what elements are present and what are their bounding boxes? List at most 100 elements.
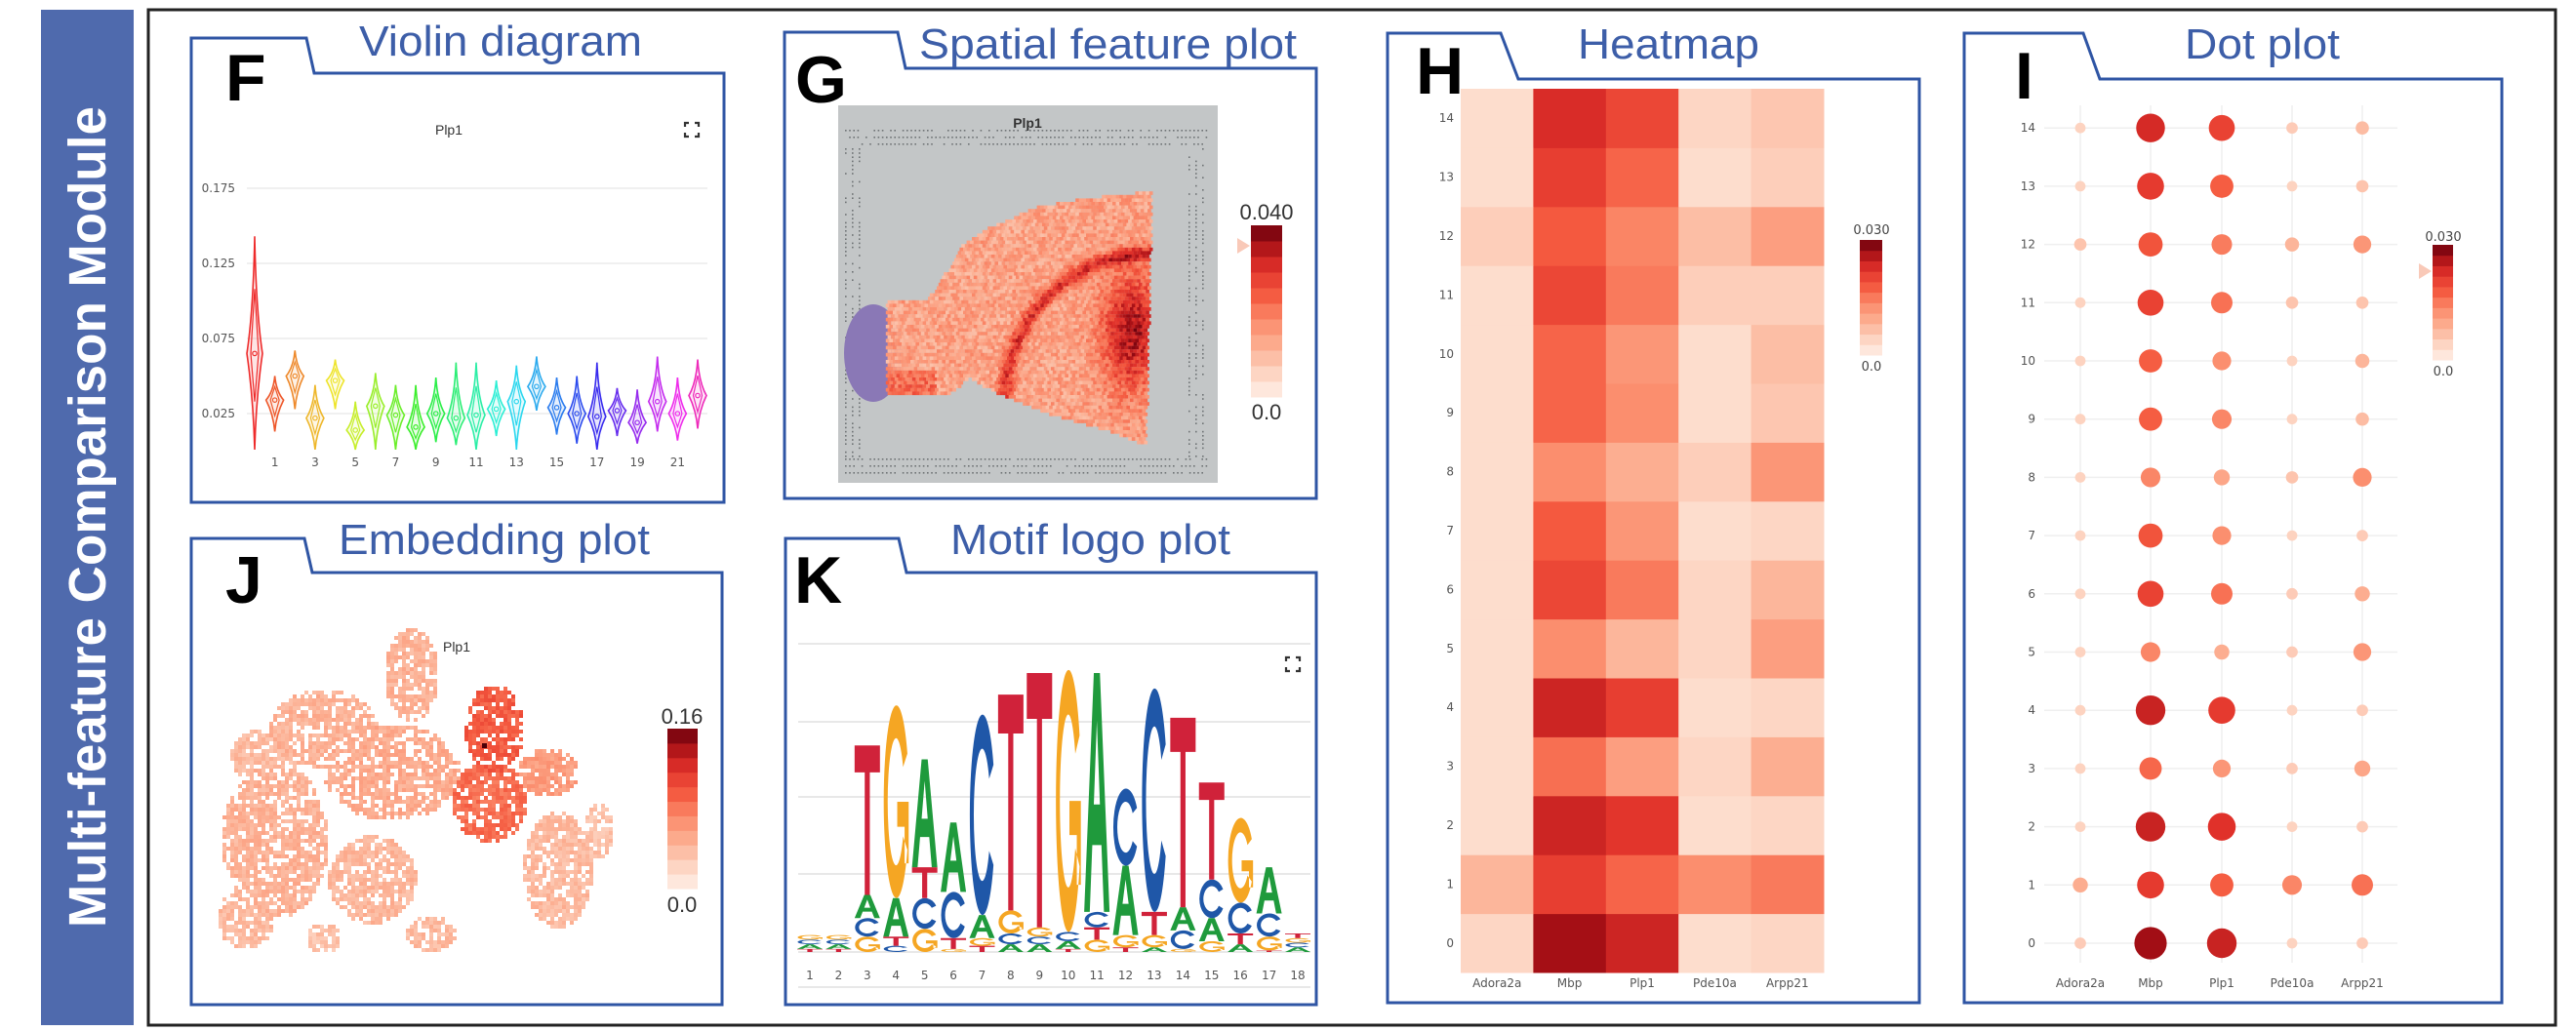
- heatmap-cell: [1605, 500, 1679, 561]
- heatmap-cell: [1678, 265, 1752, 326]
- colorbar-step: [2433, 328, 2453, 340]
- column-label: Pde10a: [2271, 976, 2314, 990]
- dot: [2139, 349, 2162, 373]
- colorbar-step: [667, 874, 698, 890]
- heatmap-cell: [1605, 854, 1679, 915]
- dot: [2212, 759, 2232, 778]
- colorbar-step: [1251, 225, 1282, 242]
- colorbar-step: [667, 815, 698, 831]
- x-tick-label: 9: [1035, 969, 1043, 982]
- logo-letter-g: [941, 948, 967, 952]
- violin: [486, 380, 506, 437]
- logo-letter-t: [997, 694, 1024, 911]
- heatmap-cell: [1461, 678, 1534, 737]
- colorbar-min-label: 0.0: [1252, 400, 1282, 424]
- dot: [2074, 297, 2086, 308]
- column-label: Adora2a: [2056, 976, 2105, 990]
- heatmap-cell: [1678, 89, 1752, 148]
- heatmap-cell: [1751, 206, 1825, 266]
- colorbar: 0.16 0.0: [662, 704, 704, 917]
- row-label: 0: [2028, 936, 2035, 950]
- heatmap-cell: [1533, 736, 1607, 797]
- violin: [385, 384, 406, 451]
- row-label: 2: [1446, 818, 1454, 832]
- logo-stack: [1141, 688, 1167, 952]
- panel-letter: I: [2015, 39, 2033, 113]
- heatmap-cell: [1533, 383, 1607, 443]
- heatmap-cell: [1751, 265, 1825, 326]
- colorbar-marker[interactable]: [2419, 263, 2432, 279]
- colorbar-step: [1251, 381, 1282, 398]
- panel-title: Violin diagram: [359, 18, 642, 65]
- logo-letter-t: [825, 948, 852, 952]
- colorbar-step: [2433, 307, 2453, 319]
- dot: [2207, 813, 2236, 841]
- dot: [2074, 414, 2086, 425]
- x-tick-label: 3: [864, 969, 871, 982]
- panel-letter: H: [1416, 34, 1464, 108]
- column-label: Mbp: [1557, 976, 1583, 990]
- heatmap-cell: [1751, 500, 1825, 561]
- heatmap-cell: [1461, 324, 1534, 384]
- logo-letter-c: [825, 939, 851, 945]
- logo-letter-g: [1285, 937, 1310, 943]
- dot: [2138, 523, 2163, 548]
- row-label: 13: [1439, 171, 1454, 184]
- colorbar-step: [1251, 272, 1282, 289]
- heatmap-cell: [1461, 383, 1534, 443]
- violin: [506, 365, 527, 451]
- heatmap-cell: [1678, 500, 1752, 561]
- heatmap-cell: [1533, 795, 1607, 855]
- dot: [2286, 414, 2298, 425]
- row-label: 9: [1446, 406, 1454, 419]
- logo-stack: [1285, 933, 1310, 952]
- logo-letter-a: [1055, 940, 1081, 949]
- logo-letter-t: [797, 948, 823, 952]
- colorbar-max-label: 0.030: [2425, 230, 2461, 245]
- logo-letter-t: [1084, 927, 1110, 940]
- logo-letter-a: [825, 944, 852, 949]
- logo-letter-g: [1084, 939, 1110, 952]
- dot: [2206, 928, 2237, 959]
- dot: [2284, 237, 2300, 252]
- logo-letter-c: [1112, 788, 1138, 866]
- logo-letter-g: [1257, 936, 1282, 951]
- logo-letter-g: [883, 705, 909, 898]
- colorbar-marker[interactable]: [1237, 238, 1250, 254]
- heatmap-cell: [1533, 500, 1607, 561]
- logo-letter-a: [1026, 944, 1053, 952]
- colorbar-step: [2433, 286, 2453, 298]
- dot: [2210, 873, 2234, 897]
- dot: [2286, 821, 2298, 832]
- logo-stack: [969, 714, 995, 952]
- row-label: 3: [1446, 760, 1454, 773]
- logo-stack: [1055, 669, 1081, 952]
- logo-stack: [797, 934, 823, 952]
- heatmap-cell: [1751, 89, 1825, 148]
- logo-letter-a: [1198, 918, 1225, 941]
- colorbar-step: [1860, 344, 1882, 356]
- logo-letter-t: [969, 945, 995, 952]
- x-tick-label: 7: [979, 969, 986, 982]
- column-label: Arpp21: [1766, 976, 1809, 990]
- heatmap-cell: [1533, 560, 1607, 620]
- colorbar-step: [1860, 292, 1882, 303]
- expand-icon[interactable]: [1284, 655, 1302, 673]
- colorbar-step: [1251, 288, 1282, 304]
- logo-letter-a: [883, 897, 909, 937]
- colorbar-step: [1251, 319, 1282, 336]
- heatmap-cell: [1461, 854, 1534, 915]
- logo-letter-c: [1056, 932, 1080, 941]
- expand-icon[interactable]: [683, 121, 701, 139]
- heatmap-cell: [1533, 265, 1607, 326]
- colorbar-step: [1251, 303, 1282, 320]
- dot: [2355, 121, 2369, 135]
- violin: [627, 389, 648, 444]
- heatmap-cell: [1461, 736, 1534, 797]
- logo-letter-t: [1112, 947, 1139, 952]
- heatmap-cell: [1751, 795, 1825, 855]
- heatmap-cell: [1461, 500, 1534, 561]
